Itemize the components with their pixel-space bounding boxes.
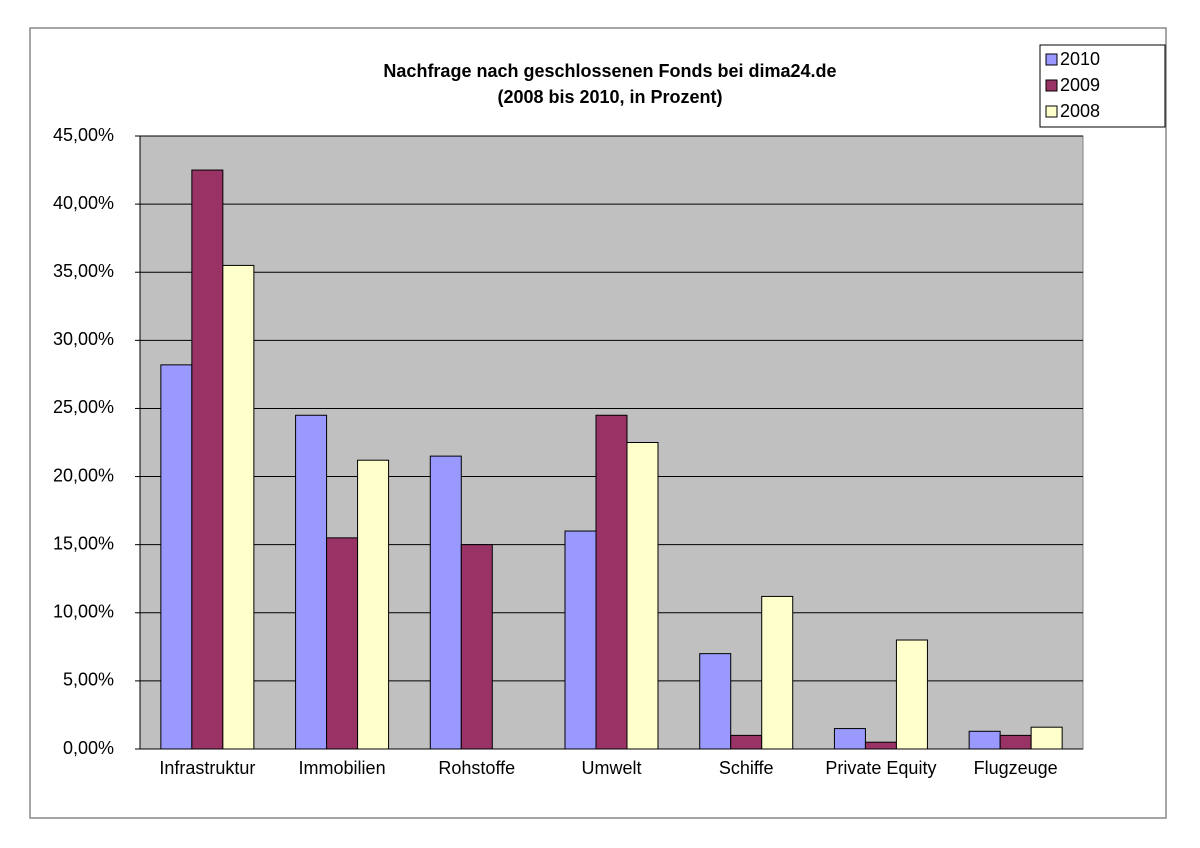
y-tick-label: 0,00% [63, 738, 114, 758]
chart-title: Nachfrage nach geschlossenen Fonds bei d… [383, 61, 836, 81]
y-tick-label: 15,00% [53, 533, 114, 553]
x-tick-label: Rohstoffe [438, 758, 515, 778]
bar [895, 639, 928, 750]
x-tick-label: Immobilien [299, 758, 386, 778]
y-tick-label: 45,00% [53, 125, 114, 145]
bar [326, 537, 359, 750]
legend-swatch [1045, 79, 1058, 92]
bar [968, 730, 1001, 750]
legend-swatch [1045, 105, 1058, 118]
bar [160, 364, 193, 750]
legend-swatch [1045, 53, 1058, 66]
y-tick-label: 20,00% [53, 465, 114, 485]
x-tick-label: Infrastruktur [159, 758, 255, 778]
legend-label: 2010 [1060, 49, 1100, 69]
bar [564, 530, 597, 750]
y-tick-label: 35,00% [53, 261, 114, 281]
bar [460, 544, 493, 750]
legend-box [1039, 44, 1166, 128]
y-tick-label: 30,00% [53, 329, 114, 349]
y-tick-label: 10,00% [53, 602, 114, 622]
bar [864, 741, 897, 750]
legend-label: 2008 [1060, 101, 1100, 121]
legend-label: 2009 [1060, 75, 1100, 95]
y-tick-label: 25,00% [53, 397, 114, 417]
bar [357, 459, 390, 750]
bar [1030, 726, 1063, 750]
x-tick-label: Flugzeuge [974, 758, 1058, 778]
x-tick-label: Private Equity [825, 758, 936, 778]
y-tick-label: 40,00% [53, 193, 114, 213]
bar [295, 414, 328, 750]
bar [833, 728, 866, 750]
bar [429, 455, 462, 750]
x-tick-label: Umwelt [581, 758, 641, 778]
bar [999, 734, 1032, 750]
chart-subtitle: (2008 bis 2010, in Prozent) [497, 87, 722, 107]
x-tick-label: Schiffe [719, 758, 774, 778]
bar [222, 264, 255, 750]
y-tick-label: 5,00% [63, 670, 114, 690]
bar [699, 653, 732, 750]
bar [191, 169, 224, 750]
bar [730, 734, 763, 750]
bar [626, 442, 659, 750]
bar [761, 595, 794, 750]
bar [595, 414, 628, 750]
